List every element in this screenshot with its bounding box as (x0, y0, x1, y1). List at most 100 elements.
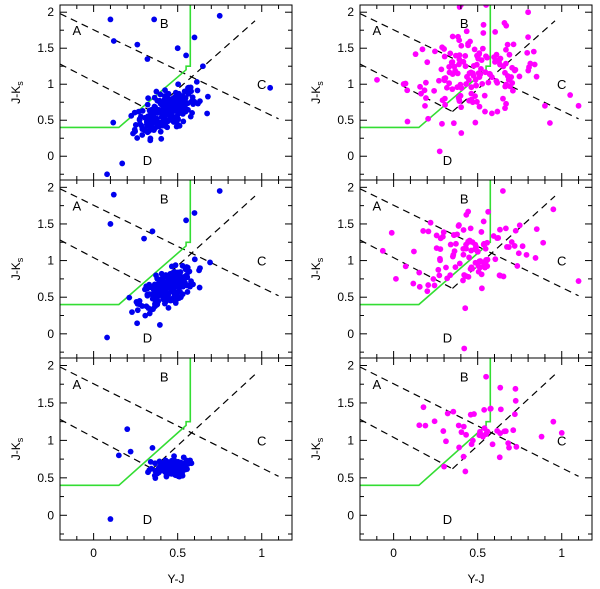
data-point (171, 457, 178, 464)
data-point (173, 118, 180, 125)
data-point (110, 38, 117, 44)
data-point (453, 240, 459, 247)
data-point (441, 53, 448, 60)
data-point (449, 86, 456, 93)
x-tick-label: 0.5 (469, 546, 486, 560)
data-point (575, 278, 582, 284)
data-point (141, 235, 147, 242)
data-point (503, 46, 509, 53)
data-point (110, 191, 117, 198)
data-point (186, 268, 193, 275)
data-point (191, 210, 198, 216)
data-point (467, 38, 473, 45)
data-point (465, 208, 472, 215)
data-point (497, 272, 504, 279)
region-label-b: B (460, 191, 469, 206)
data-point (431, 282, 438, 289)
data-point (499, 188, 506, 194)
x-tick-label: 0 (90, 546, 97, 560)
dashed-boundary-line (360, 366, 579, 477)
data-point (404, 118, 411, 125)
data-point (431, 418, 438, 425)
data-point (156, 322, 163, 328)
y-tick-label: 0.5 (37, 471, 54, 485)
data-point (149, 295, 156, 302)
data-point (503, 22, 510, 29)
data-point (454, 231, 460, 238)
dashed-boundary-line (452, 195, 556, 289)
data-point (157, 460, 164, 467)
y-axis-label: J-Ks (9, 81, 25, 104)
y-axis-label: J-Ks (9, 257, 25, 280)
data-point (400, 81, 407, 87)
data-point (436, 148, 443, 155)
region-label-c: C (257, 77, 266, 92)
panel-row1-left: A B C D 0 0.5 1 1.5 2 J-Ks (9, 4, 293, 181)
data-point (525, 9, 532, 16)
data-point (455, 33, 461, 40)
data-point (172, 471, 178, 478)
data-point (512, 385, 519, 392)
data-point (422, 102, 428, 109)
data-point (134, 320, 141, 327)
data-point (558, 429, 565, 436)
data-point (500, 63, 507, 70)
scatter-points (107, 426, 195, 522)
data-point (432, 48, 438, 55)
data-point (143, 121, 150, 128)
data-point (431, 87, 438, 94)
data-point (425, 115, 432, 122)
data-point (460, 227, 467, 233)
data-point (191, 256, 198, 263)
data-point (484, 428, 491, 435)
y-tick-label: 0.5 (337, 290, 354, 304)
y-tick-label: 0.5 (37, 290, 54, 304)
data-point (446, 80, 453, 87)
y-tick-label: 2 (47, 180, 54, 194)
data-point (469, 265, 475, 272)
data-point (196, 284, 203, 291)
data-point (443, 438, 449, 445)
data-point (446, 69, 453, 76)
data-point (462, 63, 469, 70)
data-point (533, 226, 540, 232)
data-point (187, 457, 193, 464)
green-boundary-line (60, 5, 192, 129)
data-point (142, 312, 149, 319)
region-label-a: A (372, 199, 381, 214)
data-point (156, 282, 163, 289)
data-point (207, 259, 213, 266)
x-tick-label: 1 (258, 546, 265, 560)
data-point (468, 84, 475, 91)
y-tick-label: 2 (47, 5, 54, 19)
region-label-a: A (72, 377, 81, 392)
data-point (533, 73, 540, 80)
data-point (162, 457, 169, 464)
data-point (216, 188, 223, 194)
data-point (523, 251, 530, 258)
dashed-boundary-line (360, 13, 579, 120)
data-point (145, 95, 152, 102)
data-point (175, 81, 182, 88)
data-point (466, 77, 472, 83)
data-point (460, 245, 467, 252)
data-point (479, 80, 486, 87)
data-point (575, 102, 582, 109)
data-point (456, 260, 463, 267)
region-label-b: B (160, 370, 169, 385)
y-tick-label: 1 (347, 433, 354, 447)
data-point (439, 97, 446, 104)
region-label-c: C (557, 254, 566, 269)
data-point (474, 248, 481, 255)
data-point (128, 112, 135, 119)
data-point (148, 118, 155, 125)
data-point (456, 61, 462, 68)
data-point (467, 411, 474, 418)
data-point (151, 472, 158, 479)
region-label-d: D (143, 153, 152, 168)
data-point (158, 135, 165, 142)
data-point (455, 422, 462, 429)
data-point (506, 444, 512, 451)
data-point (473, 82, 479, 89)
data-point (379, 247, 386, 254)
